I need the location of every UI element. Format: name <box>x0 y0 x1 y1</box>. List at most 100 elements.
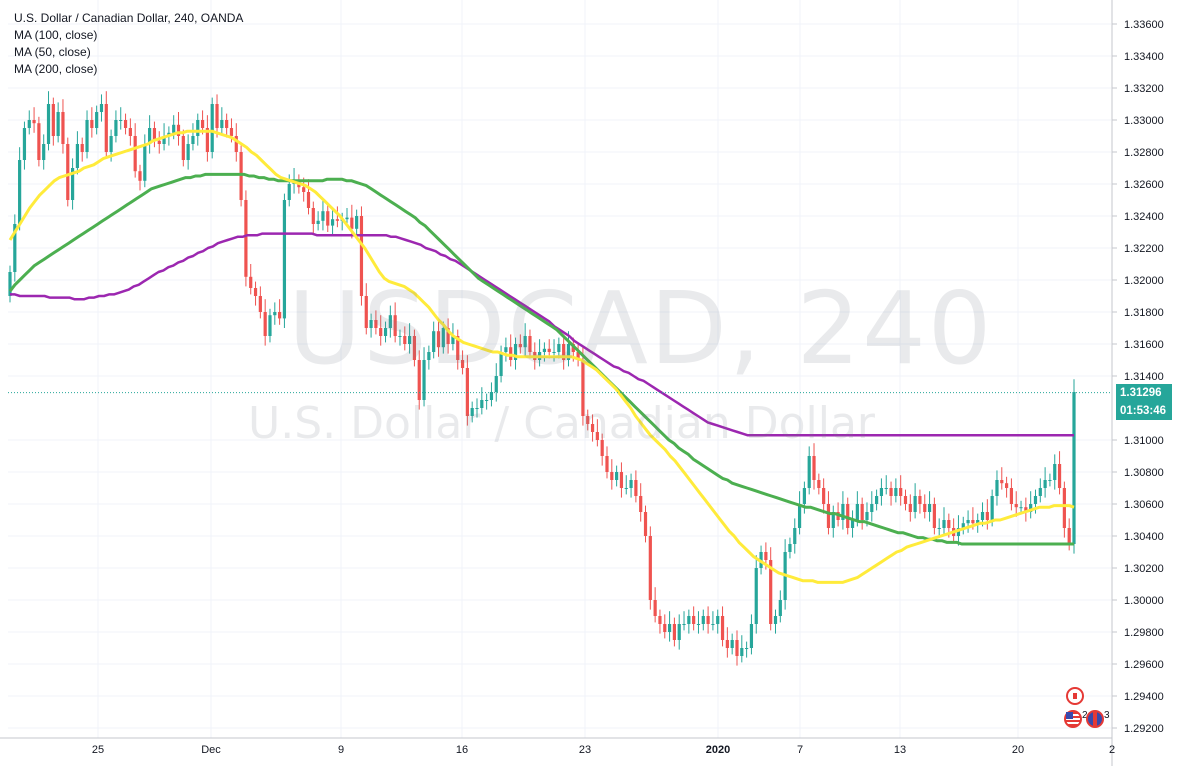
candle-body <box>345 217 349 220</box>
watermark-symbol: USDCAD, 240 <box>288 270 994 387</box>
legend-title[interactable]: U.S. Dollar / Canadian Dollar, 240, OAND… <box>14 11 244 25</box>
candle-body <box>826 504 831 528</box>
candle-body <box>817 480 821 488</box>
candle-body <box>913 496 917 512</box>
candle-body <box>1048 480 1052 481</box>
candle-body <box>27 120 31 128</box>
candle-body <box>557 344 561 352</box>
candle-body <box>682 624 686 625</box>
candle-body <box>701 616 705 624</box>
candle-body <box>282 200 287 319</box>
candle-body <box>600 440 604 456</box>
canada-flag-icon[interactable] <box>1066 687 1084 705</box>
candle-body <box>562 344 566 360</box>
time-axis-label: 7 <box>797 744 803 756</box>
candle-body <box>460 360 465 368</box>
candle-body <box>374 320 378 328</box>
candle-body <box>937 528 941 529</box>
candle-body <box>1029 504 1033 512</box>
candle-body <box>754 568 758 624</box>
candle-body <box>123 120 128 128</box>
candle-body <box>822 488 826 504</box>
candle-body <box>696 624 701 625</box>
candle-body <box>846 504 850 528</box>
us-event-count: 2 <box>1082 710 1088 721</box>
candle-body <box>605 456 609 472</box>
candle-body <box>364 296 368 328</box>
candle-body <box>1053 464 1057 480</box>
price-axis-label: 1.29200 <box>1124 723 1164 735</box>
candle-body <box>436 331 441 348</box>
price-axis-label: 1.32800 <box>1124 147 1164 159</box>
candle-body <box>306 192 311 208</box>
price-axis-label: 1.31000 <box>1124 435 1164 447</box>
us-flag-icon[interactable] <box>1064 710 1082 728</box>
candle-body <box>465 368 469 416</box>
legend-ma200[interactable]: MA (200, close) <box>14 62 98 76</box>
candle-body <box>61 112 65 144</box>
candle-body <box>225 120 229 128</box>
candle-body <box>595 432 599 440</box>
candle-body <box>619 472 624 488</box>
candle-body <box>831 512 835 528</box>
candle-body <box>1014 504 1018 508</box>
candle-body <box>899 488 903 496</box>
candle-body <box>80 144 84 152</box>
candle-body <box>639 496 643 512</box>
candle-body <box>658 616 662 624</box>
price-axis-label: 1.30000 <box>1124 595 1164 607</box>
candle-body <box>764 552 768 560</box>
price-axis-label: 1.31400 <box>1124 371 1164 383</box>
candle-body <box>37 123 41 160</box>
candle-body <box>70 168 75 200</box>
candle-body <box>1004 483 1009 488</box>
candle-body <box>456 336 460 360</box>
candle-body <box>513 344 518 360</box>
candle-body <box>263 312 267 336</box>
candle-body <box>350 217 354 229</box>
candle-body <box>99 104 104 112</box>
candle-body <box>504 347 508 352</box>
legend-ma100[interactable]: MA (100, close) <box>14 28 98 42</box>
candle-body <box>687 616 691 624</box>
candle-body <box>330 219 335 226</box>
candle-body <box>162 136 166 144</box>
candle-body <box>634 480 638 496</box>
price-axis-label: 1.29400 <box>1124 691 1164 703</box>
candle-body <box>90 120 94 128</box>
candle-body <box>509 347 513 360</box>
candle-body <box>663 624 667 632</box>
candle-body <box>788 544 792 552</box>
chart-legend: U.S. Dollar / Canadian Dollar, 240, OAND… <box>14 10 243 78</box>
price-axis-label: 1.33400 <box>1124 51 1164 63</box>
candle-body <box>51 104 55 136</box>
candle-body <box>446 328 450 344</box>
candle-body <box>403 336 407 344</box>
candle-body <box>138 171 142 181</box>
candle-body <box>1033 496 1038 504</box>
candle-body <box>321 211 325 221</box>
candle-body <box>903 496 908 504</box>
time-axis-label: 9 <box>338 744 344 756</box>
uk-flag-icon[interactable] <box>1086 710 1104 728</box>
candle-body <box>85 120 89 152</box>
candle-body <box>210 104 214 152</box>
candle-body <box>32 120 36 124</box>
price-axis-label: 1.30600 <box>1124 499 1164 511</box>
candle-body <box>850 520 855 528</box>
candle-body <box>95 112 99 128</box>
price-axis-label: 1.30200 <box>1124 563 1164 575</box>
candle-body <box>398 336 402 337</box>
time-axis-label: 2 <box>1109 744 1115 756</box>
candle-body <box>8 272 12 296</box>
candle-body <box>990 496 994 520</box>
legend-ma50[interactable]: MA (50, close) <box>14 45 91 59</box>
candle-body <box>157 140 161 144</box>
candle-body <box>995 480 999 496</box>
uk-event-count: 3 <box>1104 710 1110 721</box>
candle-body <box>268 315 272 336</box>
candle-body <box>1072 392 1076 544</box>
candle-body <box>432 331 436 352</box>
